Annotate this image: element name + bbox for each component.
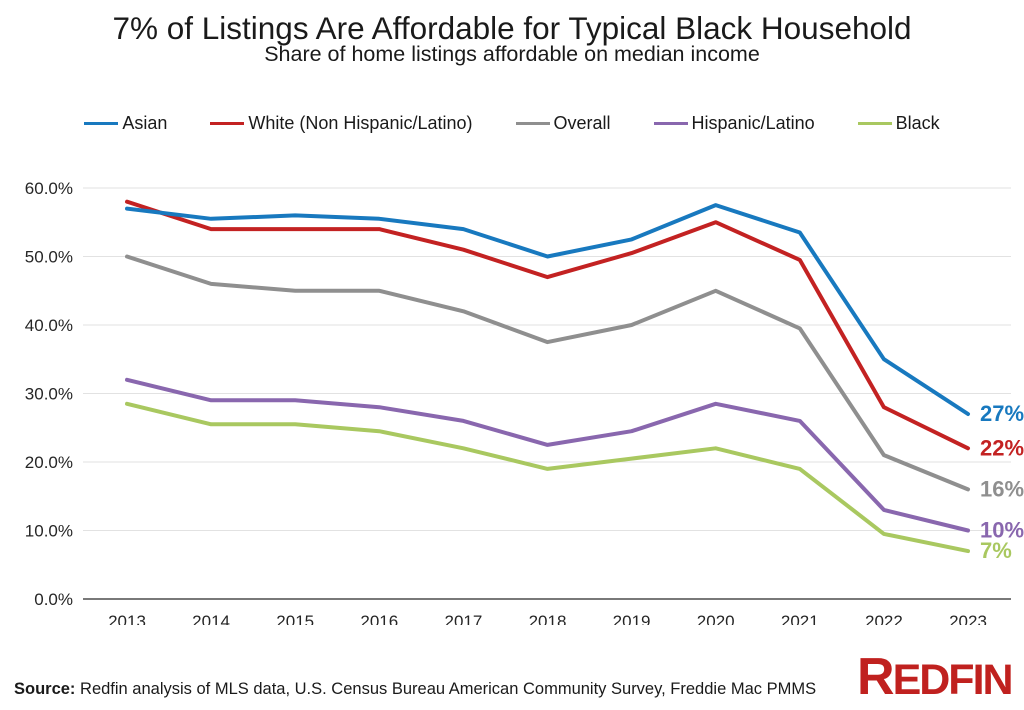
svg-text:2015: 2015 [276, 612, 314, 625]
svg-text:2017: 2017 [444, 612, 482, 625]
svg-text:27%: 27% [980, 401, 1024, 426]
svg-text:60.0%: 60.0% [25, 179, 73, 198]
svg-text:2018: 2018 [529, 612, 567, 625]
svg-text:20.0%: 20.0% [25, 453, 73, 472]
svg-text:30.0%: 30.0% [25, 385, 73, 404]
svg-text:2016: 2016 [360, 612, 398, 625]
svg-text:REDFIN: REDFIN [857, 653, 1012, 705]
svg-text:2020: 2020 [697, 612, 735, 625]
svg-text:16%: 16% [980, 476, 1024, 501]
svg-text:2021: 2021 [781, 612, 819, 625]
svg-text:2013: 2013 [108, 612, 146, 625]
svg-text:40.0%: 40.0% [25, 316, 73, 335]
svg-text:2019: 2019 [613, 612, 651, 625]
svg-text:7%: 7% [980, 538, 1012, 563]
svg-text:10.0%: 10.0% [25, 522, 73, 541]
svg-text:2023: 2023 [949, 612, 987, 625]
svg-text:50.0%: 50.0% [25, 248, 73, 267]
svg-text:0.0%: 0.0% [34, 590, 73, 609]
svg-text:2014: 2014 [192, 612, 230, 625]
svg-text:22%: 22% [980, 435, 1024, 460]
svg-text:2022: 2022 [865, 612, 903, 625]
